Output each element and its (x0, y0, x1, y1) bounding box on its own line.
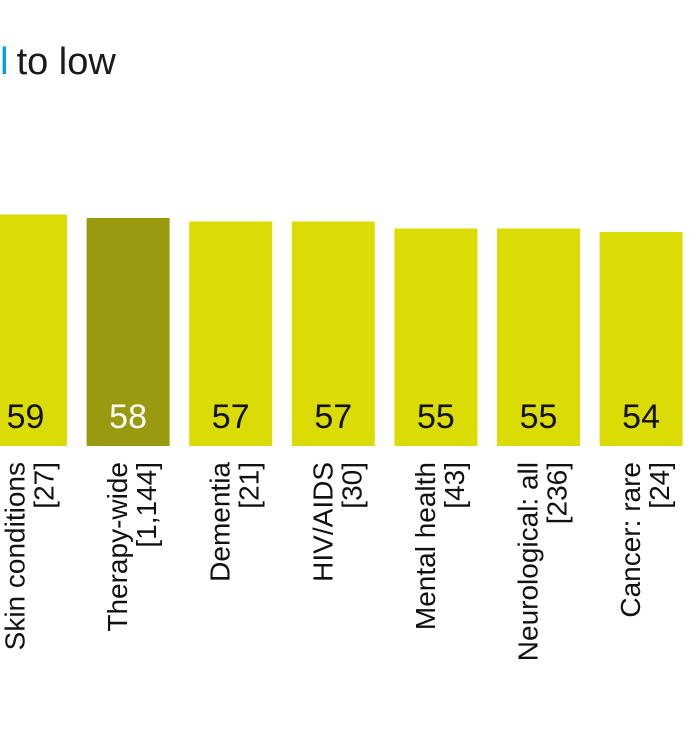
category-name: Therapy-wide (102, 462, 133, 632)
category-label: Dementia[21] (205, 462, 265, 582)
category-label: Neurological: all[236] (513, 462, 573, 661)
bar-therapy-wide (86, 218, 170, 446)
bar-cancer-rare (599, 232, 683, 446)
bar-group-hiv-aids: 57 HIV/AIDS[30] (291, 221, 375, 582)
bar-value-label: 58 (109, 398, 147, 436)
category-count: [21] (234, 462, 265, 509)
title-accent-char: h (0, 41, 6, 84)
category-label: Mental health[43] (410, 462, 470, 630)
bar-value-label: 57 (314, 398, 352, 436)
bar-group-cancer-rare: 54 Cancer: rare[24] (599, 232, 683, 618)
category-count: [43] (439, 462, 470, 509)
bar-hiv-aids (291, 221, 375, 446)
bar-mental-health (394, 228, 478, 446)
category-label: HIV/AIDS[30] (307, 462, 367, 582)
category-count: [1,144] (131, 462, 162, 548)
category-count: [24] (644, 462, 675, 509)
bar-skin-conditions (0, 214, 67, 446)
category-name: HIV/AIDS (307, 462, 338, 582)
category-label: Skin conditions[27] (0, 462, 60, 650)
bar-group-dementia: 57 Dementia[21] (189, 221, 273, 582)
category-name: Dementia (205, 462, 236, 582)
category-name: Cancer: rare (615, 462, 646, 618)
category-count: [27] (29, 462, 60, 509)
category-label: Therapy-wide[1,144] (102, 462, 162, 632)
category-count: [236] (542, 462, 573, 524)
bar-value-label: 54 (622, 398, 660, 436)
category-count: [30] (336, 462, 367, 509)
chart-title-fragment: h to low (0, 41, 116, 84)
bar-group-therapy-wide: 58 Therapy-wide[1,144] (86, 218, 170, 632)
bar-group-skin-conditions: 59 Skin conditions[27] (0, 214, 67, 650)
category-name: Mental health (410, 462, 441, 630)
bar-value-label: 57 (212, 398, 250, 436)
category-label: Cancer: rare[24] (615, 462, 675, 618)
category-name: Neurological: all (513, 462, 544, 661)
bar-value-label: 59 (7, 398, 45, 436)
category-name: Skin conditions (0, 462, 31, 650)
bar-dementia (189, 221, 273, 446)
bar-neurological-all (497, 228, 580, 446)
bar-group-neurological-all: 55 Neurological: all[236] (497, 228, 580, 661)
bar-value-label: 55 (520, 398, 558, 436)
title-text: to low (16, 41, 116, 83)
bar-group-mental-health: 55 Mental health[43] (394, 228, 478, 630)
bar-value-label: 55 (417, 398, 455, 436)
